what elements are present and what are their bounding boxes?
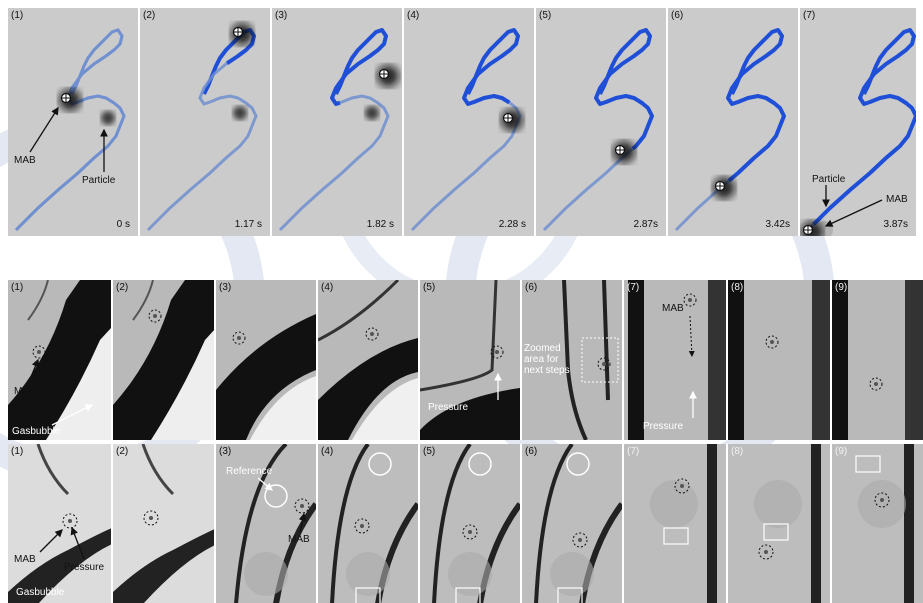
row-bot-panel-2: (2) (113, 444, 216, 603)
row-mid-panel-4: (4) (318, 280, 420, 440)
channel-image (832, 280, 923, 440)
panel-label: (7) (803, 10, 816, 21)
row-mid-panel-2: (2) (113, 280, 216, 440)
row-top-panel-5: (5) 2.87s (536, 8, 668, 236)
trajectory-image (668, 8, 798, 236)
channel-image (832, 444, 923, 603)
panel-label: (2) (116, 282, 129, 293)
row-mid-panel-6: (6) (522, 280, 624, 440)
panel-label: (8) (731, 446, 744, 457)
row-bot-panel-6: (6) (522, 444, 624, 603)
label-mab-mid-7: MAB (662, 303, 684, 314)
panel-label: (7) (627, 282, 640, 293)
channel-image (8, 280, 111, 440)
trajectory-image (404, 8, 534, 236)
timestamp-label: 2.87s (633, 219, 658, 230)
row-bot-panel-9: (9) (832, 444, 923, 603)
panel-label: (9) (835, 282, 848, 293)
channel-image (728, 444, 830, 603)
row-top-panel-4: (4) 2.28 s (404, 8, 536, 236)
panel-label: (8) (731, 282, 744, 293)
channel-image (8, 444, 111, 603)
row-top-panel-3: (3) 1.82 s (272, 8, 404, 236)
row-mid-panel-8: (8) (728, 280, 832, 440)
row-top-panel-2: (2) 1.17 s (140, 8, 272, 236)
channel-image (216, 280, 316, 440)
label-pressure-mid-5: Pressure (428, 402, 469, 413)
channel-image (728, 280, 830, 440)
panel-label: (2) (116, 446, 129, 457)
row-bot-panel-8: (8) (728, 444, 832, 603)
row-bot-panel-4: (4) (318, 444, 420, 603)
label-mab-bot-1: MAB (14, 554, 36, 565)
channel-image (522, 444, 622, 603)
panel-label: (6) (525, 446, 538, 457)
panel-label: (5) (423, 446, 436, 457)
trajectory-image (140, 8, 270, 236)
trajectory-image (800, 8, 916, 236)
panel-label: (1) (11, 10, 24, 21)
row-mid-panel-7: (7) (624, 280, 728, 440)
row-top-panel-7: (7) 3.87s (800, 8, 918, 236)
panel-label: (3) (219, 282, 232, 293)
panel-label: (2) (143, 10, 156, 21)
channel-image (318, 444, 418, 603)
timestamp-label: 1.17 s (234, 219, 262, 230)
panel-label: (5) (423, 282, 436, 293)
channel-image (113, 444, 214, 603)
panel-label: (1) (11, 282, 24, 293)
label-zoomed-area: Zoomed area for next steps (524, 343, 570, 376)
trajectory-image (536, 8, 666, 236)
panel-label: (3) (275, 10, 288, 21)
panel-label: (4) (321, 282, 334, 293)
timestamp-label: 0 s (116, 219, 130, 230)
label-mab-top-7: MAB (886, 194, 908, 205)
row-mid-panel-5: (5) (420, 280, 522, 440)
panel-label: (4) (321, 446, 334, 457)
channel-image (420, 444, 520, 603)
row-mid-panel-1: (1) (8, 280, 113, 440)
label-pressure-mid-7: Pressure (643, 421, 684, 432)
label-pressure-bot-1: Pressure (64, 562, 105, 573)
panel-label: (3) (219, 446, 232, 457)
label-reference-bot-3: Reference (226, 466, 273, 477)
trajectory-image (272, 8, 402, 236)
panel-label: (7) (627, 446, 640, 457)
trajectory-image (8, 8, 138, 236)
channel-image (420, 280, 520, 440)
panel-label: (6) (525, 282, 538, 293)
row-mid-panel-9: (9) (832, 280, 923, 440)
label-gasbubble-bot-1: Gasbubble (16, 587, 65, 598)
timestamp-label: 2.28 s (498, 219, 526, 230)
row-bot-panel-3: (3) (216, 444, 318, 603)
channel-image (522, 280, 622, 440)
row-mid-panel-3: (3) (216, 280, 318, 440)
label-mab-top-1: MAB (14, 155, 36, 166)
row-bot-panel-7: (7) (624, 444, 728, 603)
timestamp-label: 3.42s (765, 219, 790, 230)
channel-image (216, 444, 316, 603)
panel-label: (6) (671, 10, 684, 21)
channel-image (318, 280, 418, 440)
panel-label: (5) (539, 10, 552, 21)
channel-image (624, 280, 726, 440)
label-particle-top-7: Particle (812, 174, 846, 185)
row-bot-panel-1: (1) (8, 444, 113, 603)
label-gasbubble-mid-1: Gasbubble (12, 426, 61, 437)
row-top-panel-6: (6) 3.42s (668, 8, 800, 236)
panel-label: (1) (11, 446, 24, 457)
timestamp-label: 1.82 s (366, 219, 394, 230)
label-particle-top-1: Particle (82, 175, 116, 186)
channel-image (624, 444, 726, 603)
panel-label: (9) (835, 446, 848, 457)
timestamp-label: 3.87s (883, 219, 908, 230)
panel-label: (4) (407, 10, 420, 21)
channel-image (113, 280, 214, 440)
row-top-panel-1: (1) 0 s (8, 8, 140, 236)
row-bot-panel-5: (5) (420, 444, 522, 603)
label-mab-mid-1: MAB (14, 386, 36, 397)
label-mab-bot-3: MAB (288, 534, 310, 545)
